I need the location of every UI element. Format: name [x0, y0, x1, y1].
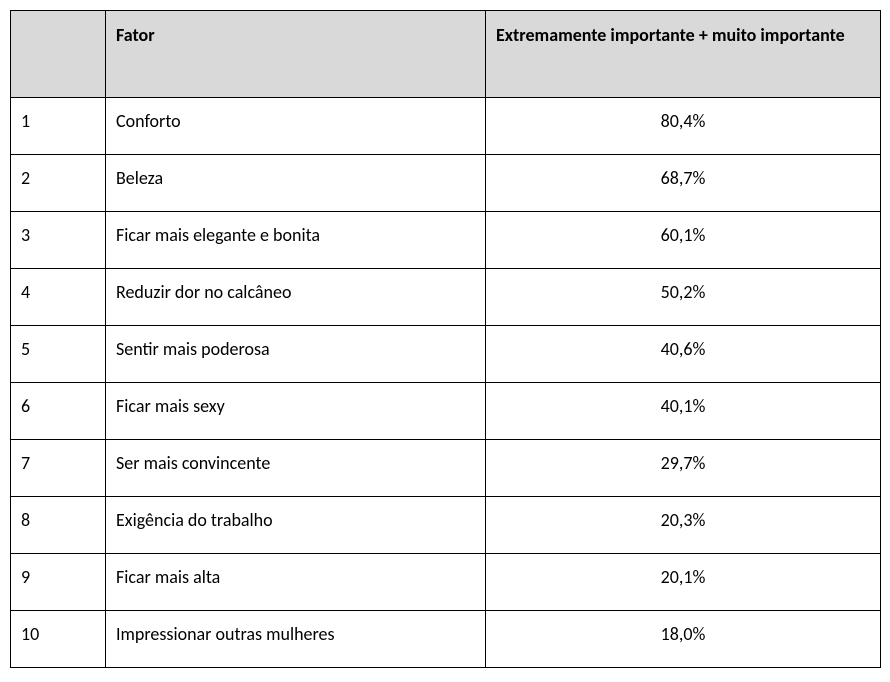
cell-rank: 4 [11, 269, 106, 326]
table-row: 3 Ficar mais elegante e bonita 60,1% [11, 212, 881, 269]
cell-value: 20,1% [486, 554, 881, 611]
cell-fator: Exigência do trabalho [106, 497, 486, 554]
cell-fator: Reduzir dor no calcâneo [106, 269, 486, 326]
cell-fator: Sentir mais poderosa [106, 326, 486, 383]
col-header-rank [11, 11, 106, 98]
cell-fator: Beleza [106, 155, 486, 212]
cell-value: 60,1% [486, 212, 881, 269]
col-header-value: Extremamente importante + muito importan… [486, 11, 881, 98]
factor-table: Fator Extremamente importante + muito im… [10, 10, 881, 668]
table-body: 1 Conforto 80,4% 2 Beleza 68,7% 3 Ficar … [11, 98, 881, 668]
table-row: 7 Ser mais convincente 29,7% [11, 440, 881, 497]
table-row: 4 Reduzir dor no calcâneo 50,2% [11, 269, 881, 326]
table-row: 6 Ficar mais sexy 40,1% [11, 383, 881, 440]
cell-rank: 9 [11, 554, 106, 611]
cell-fator: Ser mais convincente [106, 440, 486, 497]
col-header-fator: Fator [106, 11, 486, 98]
cell-value: 18,0% [486, 611, 881, 668]
cell-value: 50,2% [486, 269, 881, 326]
cell-value: 40,1% [486, 383, 881, 440]
cell-rank: 7 [11, 440, 106, 497]
cell-fator: Impressionar outras mulheres [106, 611, 486, 668]
cell-rank: 3 [11, 212, 106, 269]
table-row: 2 Beleza 68,7% [11, 155, 881, 212]
cell-rank: 1 [11, 98, 106, 155]
cell-value: 29,7% [486, 440, 881, 497]
cell-fator: Ficar mais elegante e bonita [106, 212, 486, 269]
cell-fator: Ficar mais alta [106, 554, 486, 611]
table-header-row: Fator Extremamente importante + muito im… [11, 11, 881, 98]
cell-value: 40,6% [486, 326, 881, 383]
cell-fator: Conforto [106, 98, 486, 155]
cell-rank: 2 [11, 155, 106, 212]
table-row: 5 Sentir mais poderosa 40,6% [11, 326, 881, 383]
table-row: 1 Conforto 80,4% [11, 98, 881, 155]
cell-rank: 5 [11, 326, 106, 383]
cell-value: 68,7% [486, 155, 881, 212]
cell-rank: 10 [11, 611, 106, 668]
cell-value: 80,4% [486, 98, 881, 155]
cell-rank: 8 [11, 497, 106, 554]
cell-rank: 6 [11, 383, 106, 440]
table-row: 9 Ficar mais alta 20,1% [11, 554, 881, 611]
table-row: 8 Exigência do trabalho 20,3% [11, 497, 881, 554]
cell-value: 20,3% [486, 497, 881, 554]
table-row: 10 Impressionar outras mulheres 18,0% [11, 611, 881, 668]
cell-fator: Ficar mais sexy [106, 383, 486, 440]
